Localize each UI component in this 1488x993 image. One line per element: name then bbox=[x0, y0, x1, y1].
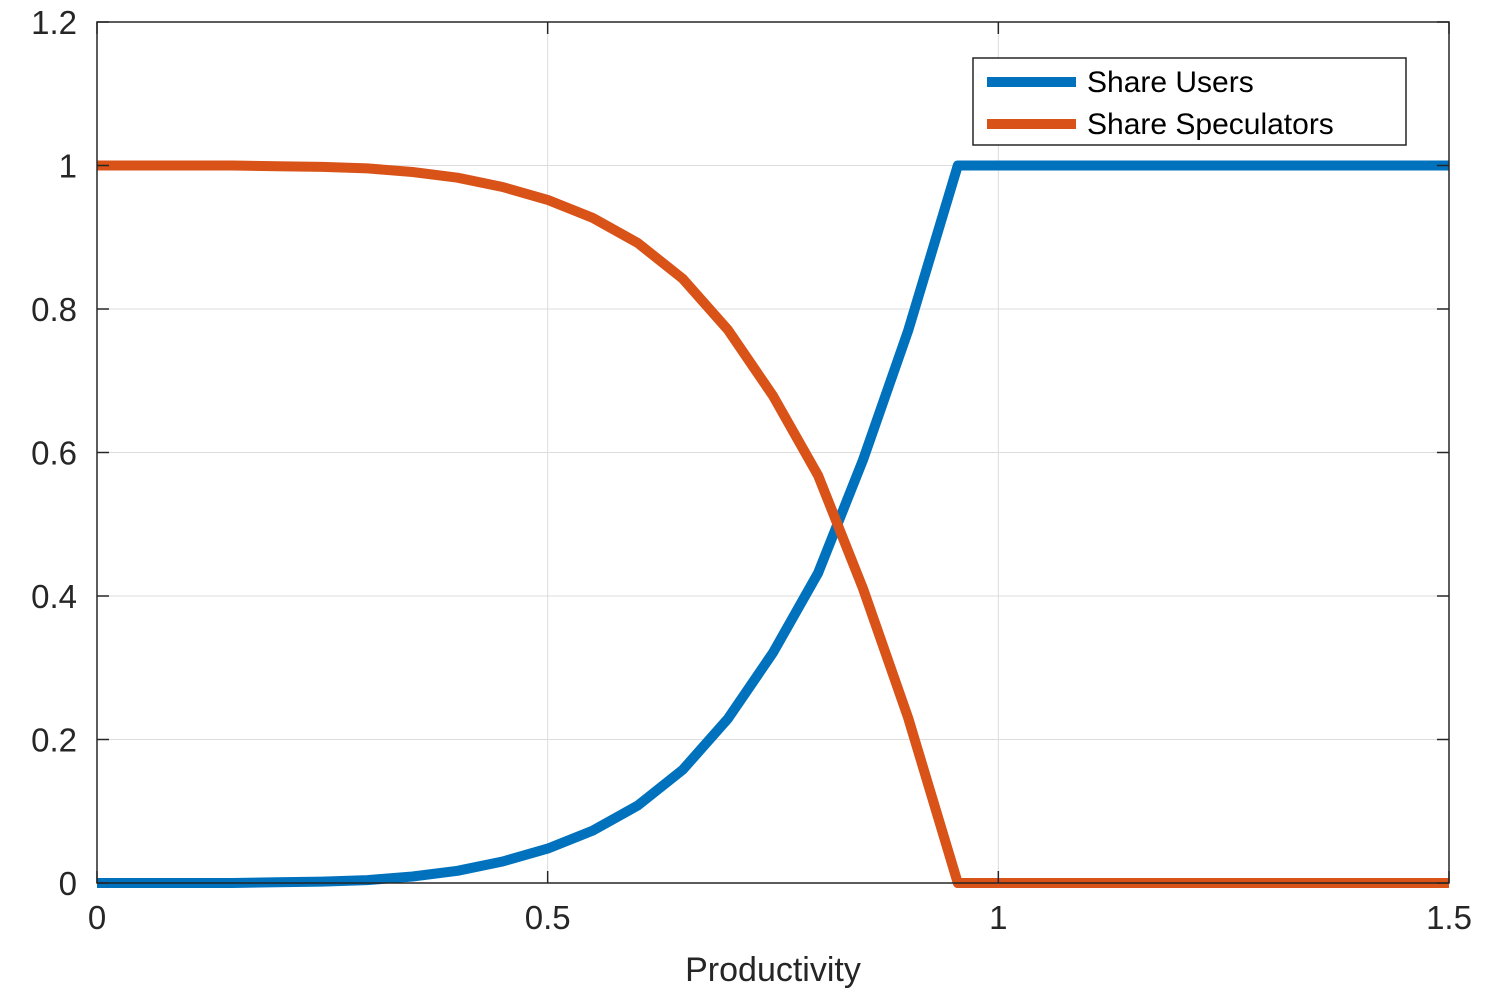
axis-ticks: 0 0.5 1 1.5 0 0.2 0.4 0.6 0.8 1 1.2 bbox=[31, 4, 1472, 936]
y-tick-label: 0.4 bbox=[31, 578, 77, 615]
legend: Share Users Share Speculators bbox=[972, 57, 1407, 146]
legend-box bbox=[972, 57, 1407, 146]
series-line-share-users bbox=[97, 160, 1449, 888]
x-axis-label: Productivity bbox=[685, 951, 861, 989]
y-tick-label: 0.8 bbox=[31, 291, 77, 328]
y-tick-label: 1 bbox=[59, 148, 77, 185]
x-tick-label: 0.5 bbox=[525, 899, 571, 936]
legend-label: Share Users bbox=[1087, 66, 1254, 99]
x-tick-label: 1 bbox=[989, 899, 1007, 936]
x-tick-label: 1.5 bbox=[1426, 899, 1472, 936]
legend-label: Share Speculators bbox=[1087, 108, 1334, 141]
x-tick-label: 0 bbox=[88, 899, 106, 936]
series-lines bbox=[97, 160, 1449, 888]
grid-lines bbox=[96, 21, 1450, 884]
series-line-share-speculators bbox=[97, 160, 1449, 888]
y-tick-label: 0.2 bbox=[31, 722, 77, 759]
y-tick-label: 0 bbox=[59, 865, 77, 902]
y-tick-label: 0.6 bbox=[31, 435, 77, 472]
y-tick-label: 1.2 bbox=[31, 4, 77, 41]
